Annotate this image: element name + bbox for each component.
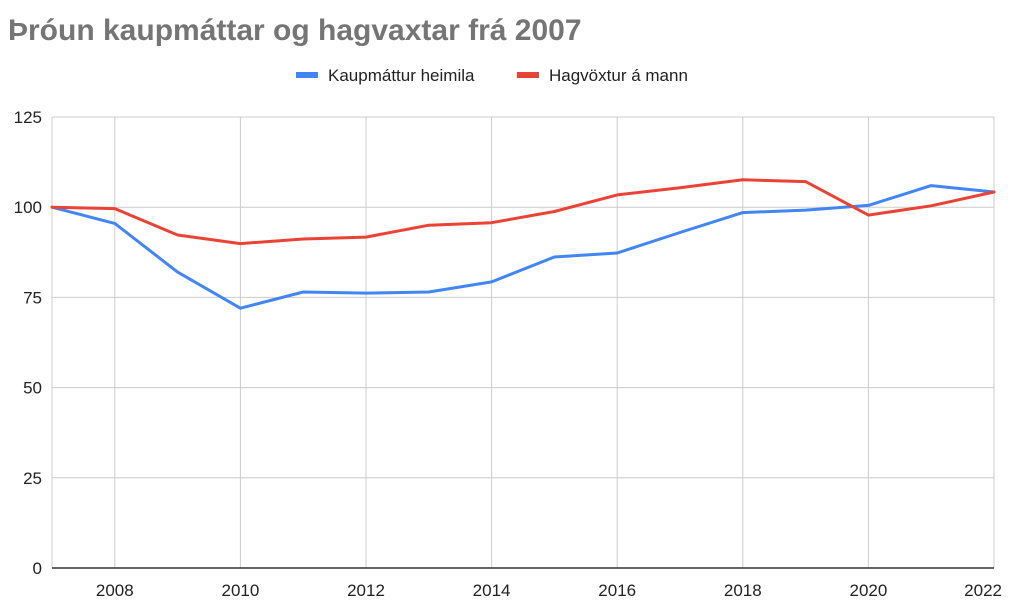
x-tick-label: 2008 bbox=[96, 581, 134, 600]
chart-title: Þróun kaupmáttar og hagvaxtar frá 2007 bbox=[8, 14, 582, 47]
x-tick-label: 2014 bbox=[473, 581, 511, 600]
x-tick-label: 2012 bbox=[347, 581, 385, 600]
y-axis-ticks: 0 25 50 75 100 125 bbox=[14, 108, 42, 578]
y-tick-label: 25 bbox=[23, 469, 42, 488]
x-tick-label: 2010 bbox=[221, 581, 259, 600]
y-tick-label: 100 bbox=[14, 198, 42, 217]
y-tick-label: 125 bbox=[14, 108, 42, 127]
x-tick-label: 2018 bbox=[724, 581, 762, 600]
y-tick-label: 0 bbox=[33, 559, 42, 578]
legend-swatch-hagvoxtur bbox=[517, 72, 539, 78]
y-gridlines bbox=[52, 116, 994, 479]
legend-label-hagvoxtur: Hagvöxtur á mann bbox=[549, 66, 688, 85]
legend-label-kaupmattur: Kaupmáttur heimila bbox=[328, 66, 475, 85]
x-tick-label: 2022 bbox=[964, 581, 1002, 600]
series-lines bbox=[50, 178, 996, 310]
x-tick-label: 2020 bbox=[849, 581, 887, 600]
y-tick-label: 50 bbox=[23, 379, 42, 398]
x-axis-ticks: 2008 2010 2012 2014 2016 2018 2020 2022 bbox=[96, 581, 1002, 600]
series-line-0 bbox=[50, 184, 996, 310]
x-tick-label: 2016 bbox=[598, 581, 636, 600]
x-gridlines bbox=[51, 117, 995, 568]
series-line-1 bbox=[50, 178, 996, 246]
y-tick-label: 75 bbox=[23, 288, 42, 307]
legend-swatch-kaupmattur bbox=[296, 72, 318, 78]
legend: Kaupmáttur heimila Hagvöxtur á mann bbox=[296, 66, 688, 85]
